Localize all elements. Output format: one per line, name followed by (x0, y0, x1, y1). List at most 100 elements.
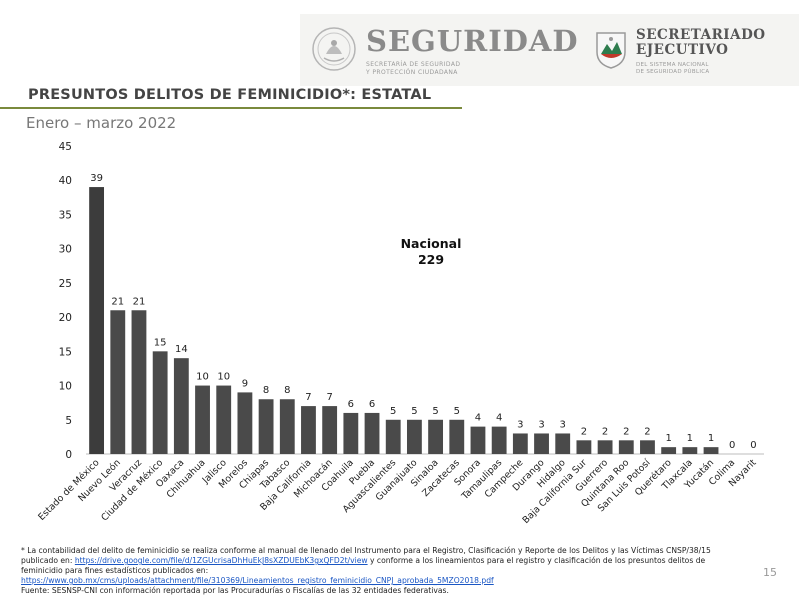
seguridad-subtitle: SECRETARÍA DE SEGURIDAD Y PROTECCIÓN CIU… (366, 61, 460, 77)
bar (173, 358, 189, 454)
bar (491, 426, 507, 454)
bar (703, 447, 719, 454)
y-tick-label: 5 (65, 415, 72, 427)
secretariado-line2: EJECUTIVO (636, 42, 729, 58)
bar-value-label: 5 (432, 406, 438, 417)
seguridad-wordmark: SEGURIDAD (366, 24, 579, 58)
slide-title: PRESUNTOS DELITOS DE FEMINICIDIO*: ESTAT… (28, 87, 432, 103)
footnote-methodology: * La contabilidad del delito de feminici… (21, 546, 741, 576)
bar-value-label: 4 (496, 413, 502, 424)
footnote-text2: y conforme a los lineamientos para el re… (21, 556, 706, 575)
footnote-text1: * La contabilidad del delito de feminici… (21, 546, 711, 565)
bar (534, 433, 549, 454)
bar (301, 406, 316, 454)
bar (640, 440, 655, 454)
secretariado-sub-line2: DE SEGURIDAD PÚBLICA (636, 69, 710, 75)
bar (449, 419, 465, 454)
bar-value-label: 0 (729, 440, 735, 451)
bar (470, 426, 486, 454)
footnote-link-manual[interactable]: https://drive.google.com/file/d/1ZGUcris… (74, 556, 368, 565)
bar-value-label: 10 (196, 372, 209, 383)
y-tick-label: 20 (59, 312, 72, 324)
bar-value-label: 14 (175, 344, 188, 355)
bar-value-label: 8 (263, 385, 269, 396)
page-number: 15 (763, 566, 777, 579)
footnote-source: Fuente: SESNSP-CNI con información repor… (21, 586, 449, 595)
bar (279, 399, 295, 454)
bar (682, 447, 698, 454)
bar (428, 419, 444, 454)
bar-value-label: 6 (348, 399, 354, 410)
bar-value-label: 15 (154, 337, 167, 348)
bar-value-label: 21 (133, 296, 146, 307)
bar (618, 440, 634, 454)
y-tick-label: 10 (59, 381, 72, 393)
secretariado-sub-line1: DEL SISTEMA NACIONAL (636, 62, 709, 68)
bar (152, 351, 168, 454)
footnote-link-guidelines[interactable]: https://www.gob.mx/cms/uploads/attachmen… (21, 576, 494, 585)
bar (322, 406, 338, 454)
y-tick-label: 0 (65, 449, 72, 461)
bar-value-label: 3 (560, 419, 566, 430)
y-tick-label: 45 (59, 141, 72, 153)
bar-value-label: 3 (538, 419, 544, 430)
bar-value-label: 7 (326, 392, 332, 403)
bar-value-label: 2 (581, 426, 587, 437)
bar (555, 433, 571, 454)
y-tick-label: 15 (59, 346, 72, 358)
bar (216, 385, 232, 454)
bar-value-label: 10 (217, 372, 230, 383)
secretariado-wordmark: SECRETARIADO EJECUTIVO (636, 28, 766, 58)
bar (364, 412, 380, 454)
title-underline (0, 107, 462, 109)
bar (89, 187, 105, 454)
bar (512, 433, 528, 454)
footnote: * La contabilidad del delito de feminici… (21, 546, 741, 596)
bar-value-label: 2 (602, 426, 608, 437)
bar-value-label: 21 (111, 296, 124, 307)
bar (661, 447, 677, 454)
bar-value-label: 9 (242, 378, 248, 389)
bar (195, 385, 210, 454)
bar-value-label: 4 (475, 413, 481, 424)
bar (237, 392, 253, 454)
bar-value-label: 2 (644, 426, 650, 437)
bar-value-label: 5 (454, 406, 460, 417)
y-tick-label: 30 (59, 244, 72, 256)
period-subtitle: Enero – marzo 2022 (26, 114, 177, 132)
bar (406, 419, 422, 454)
bar (576, 440, 592, 454)
secretariado-line1: SECRETARIADO (636, 27, 766, 43)
bar-value-label: 3 (517, 419, 523, 430)
secretariado-subtitle: DEL SISTEMA NACIONAL DE SEGURIDAD PÚBLIC… (636, 62, 709, 76)
bar (110, 310, 126, 454)
bar-value-label: 5 (411, 406, 417, 417)
bar-value-label: 5 (390, 406, 396, 417)
national-total-label: Nacional (401, 236, 462, 251)
bar-value-label: 7 (305, 392, 311, 403)
bar (385, 419, 401, 454)
bar-value-label: 1 (665, 433, 671, 444)
seguridad-sub-line1: SECRETARÍA DE SEGURIDAD (366, 61, 461, 68)
y-tick-label: 35 (59, 209, 72, 221)
bar-value-label: 8 (284, 385, 290, 396)
bar-value-label: 39 (90, 173, 103, 184)
bar-value-label: 1 (708, 433, 714, 444)
bar-value-label: 6 (369, 399, 375, 410)
bar (131, 310, 147, 454)
national-seal-icon (312, 27, 356, 71)
y-tick-label: 40 (59, 175, 72, 187)
bar (258, 399, 274, 454)
national-total-value: 229 (418, 252, 444, 267)
bar (343, 412, 359, 454)
header-band (300, 14, 799, 86)
bar-value-label: 2 (623, 426, 629, 437)
bar (597, 440, 613, 454)
seguridad-sub-line2: Y PROTECCIÓN CIUDADANA (366, 69, 458, 76)
y-tick-label: 25 (59, 278, 72, 290)
secretariado-shield-icon (596, 32, 626, 69)
bar-value-label: 1 (687, 433, 693, 444)
